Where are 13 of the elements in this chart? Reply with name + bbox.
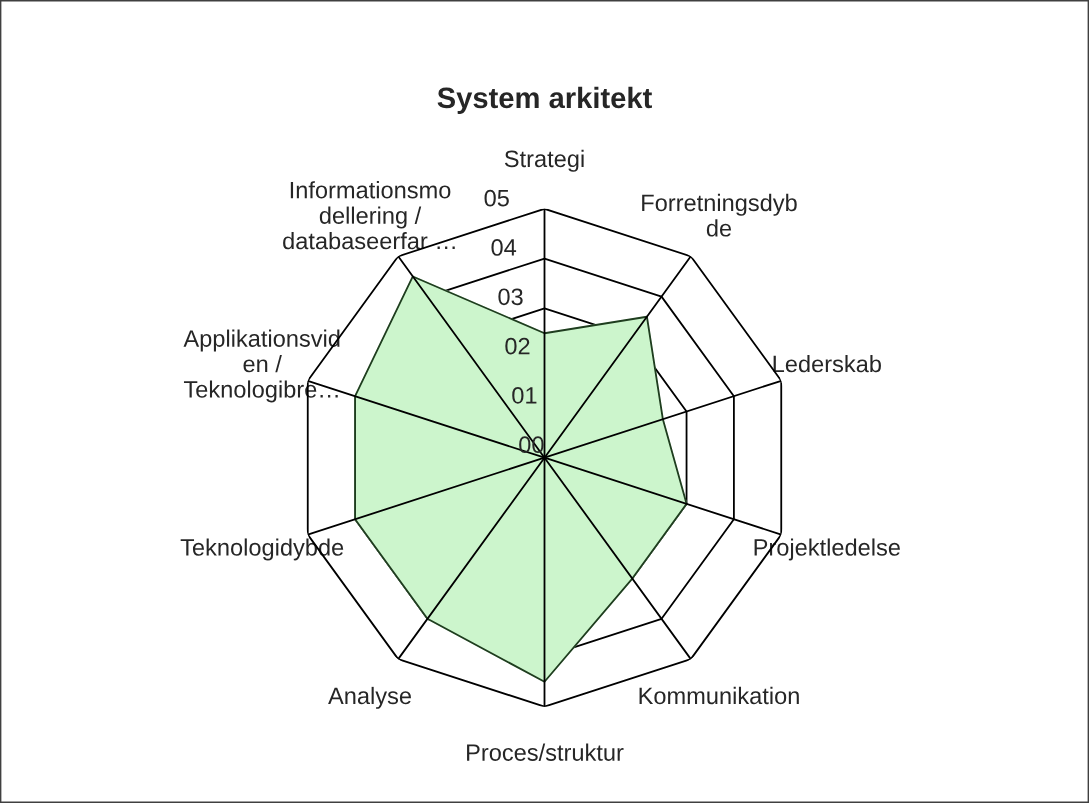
spoke-label: Informationsmo dellering / databaseerfar … — [283, 181, 455, 250]
spoke-label: Forretningsdyb de — [642, 193, 797, 237]
y-tick-label: 02 — [505, 337, 530, 355]
spoke-label: Kommunikation — [639, 686, 799, 705]
chart-title: System arkitekt — [437, 86, 652, 114]
y-tick-label: 05 — [484, 189, 509, 207]
y-tick-label: 03 — [498, 288, 523, 306]
y-tick-label: 01 — [512, 387, 537, 404]
spoke-label: Proces/struktur — [467, 743, 624, 761]
y-tick-label: 04 — [491, 239, 517, 256]
spoke-label: Lederskab — [773, 354, 881, 373]
spoke-label: Analyse — [328, 686, 411, 709]
spoke-label: Strategi — [504, 149, 584, 172]
